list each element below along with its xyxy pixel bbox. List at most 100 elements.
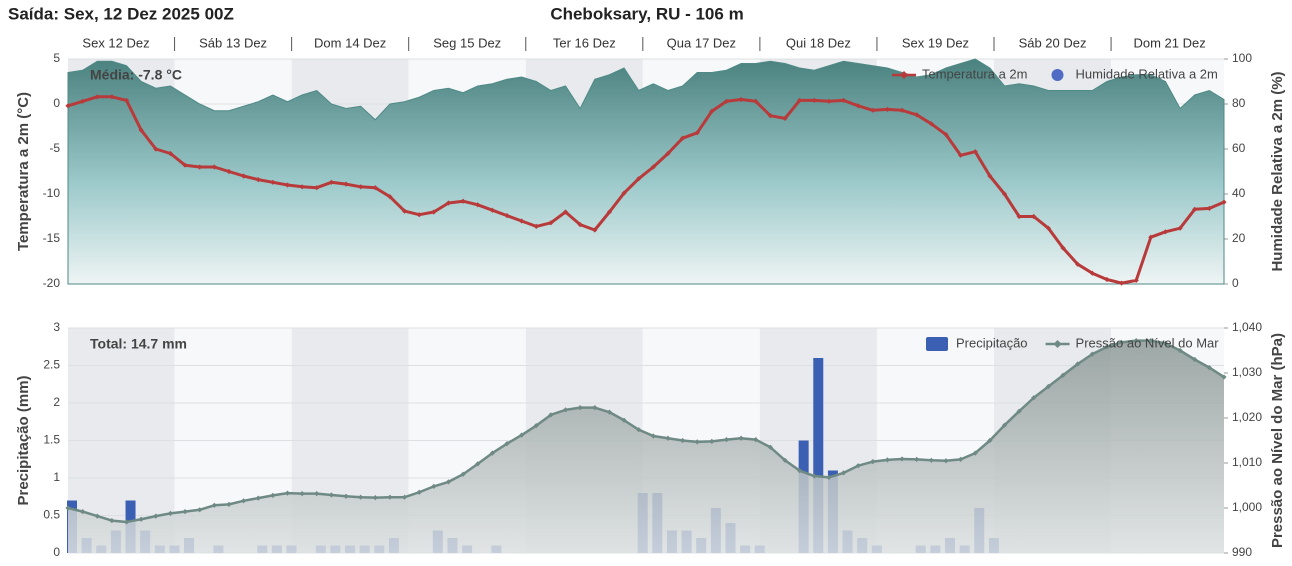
point-marker <box>592 405 598 411</box>
point-marker <box>211 502 217 508</box>
point-marker <box>211 164 217 170</box>
point-marker <box>1104 276 1110 283</box>
point-marker <box>1045 225 1052 231</box>
point-marker <box>182 162 188 168</box>
point-marker <box>475 461 481 467</box>
point-marker <box>387 494 393 500</box>
point-marker <box>1118 280 1125 286</box>
y-tick-label: 1.5 <box>43 433 60 447</box>
y-tick-label: -20 <box>43 276 61 290</box>
legend-label: Humidade Relativa a 2m <box>1076 66 1218 81</box>
point-marker <box>1177 347 1183 354</box>
y-tick-label: -15 <box>43 231 61 245</box>
point-marker <box>328 492 334 498</box>
point-marker <box>562 407 569 413</box>
point-marker <box>562 209 569 215</box>
y-axis-title: Precipitação (mm) <box>15 375 32 505</box>
point-marker <box>884 457 891 463</box>
point-marker <box>504 441 510 447</box>
point-marker <box>1089 270 1095 276</box>
point-marker <box>709 438 715 444</box>
point-marker <box>226 501 232 507</box>
series-line <box>67 339 1225 524</box>
y-tick-label: -5 <box>49 141 60 155</box>
y2-tick-label: 40 <box>1232 186 1246 200</box>
point-marker <box>445 479 452 485</box>
point-marker <box>167 150 174 157</box>
point-marker <box>723 98 730 104</box>
point-marker <box>197 507 203 513</box>
point-marker <box>109 94 115 100</box>
point-marker <box>270 179 276 185</box>
point-marker <box>343 181 349 187</box>
point-marker <box>914 112 920 118</box>
point-marker <box>519 218 525 224</box>
point-marker <box>1001 422 1008 428</box>
point-marker <box>621 417 627 423</box>
point-marker <box>431 209 437 215</box>
y2-tick-label: 1,040 <box>1232 320 1262 334</box>
point-marker <box>153 146 159 152</box>
point-marker <box>80 98 86 104</box>
point-marker <box>255 495 261 501</box>
day-label: Seg 15 Dez <box>433 35 501 50</box>
point-marker <box>987 437 993 444</box>
point-marker <box>197 164 203 170</box>
y-tick-label: 1 <box>53 470 60 484</box>
point-marker <box>167 510 174 516</box>
point-marker <box>1221 374 1227 380</box>
point-marker <box>80 509 86 515</box>
point-marker <box>255 177 261 183</box>
point-marker <box>694 130 700 136</box>
point-marker <box>650 433 656 439</box>
day-label: Dom 21 Dez <box>1133 35 1205 50</box>
point-marker <box>694 439 700 445</box>
point-marker <box>958 152 964 158</box>
point-marker <box>445 200 452 206</box>
day-label: Qua 17 Dez <box>667 35 736 50</box>
run-time: Saída: Sex, 12 Dez 2025 00Z <box>8 4 234 23</box>
point-marker <box>416 489 422 495</box>
point-marker <box>401 208 408 214</box>
point-marker <box>314 491 320 497</box>
point-marker <box>782 115 788 121</box>
point-marker <box>1001 191 1008 197</box>
legend-marker <box>1053 340 1062 348</box>
point-marker <box>109 518 115 524</box>
point-marker <box>972 149 978 155</box>
point-marker <box>416 212 422 218</box>
point-marker <box>782 457 788 463</box>
point-marker <box>1177 225 1183 231</box>
point-marker <box>533 423 539 429</box>
point-marker <box>1221 199 1227 205</box>
y-tick-label: 2 <box>53 395 60 409</box>
point-marker <box>577 405 583 411</box>
legend-label: Temperatura a 2m <box>922 66 1028 81</box>
point-marker <box>1162 229 1169 235</box>
point-marker <box>358 494 364 500</box>
point-marker <box>1133 277 1139 283</box>
point-marker <box>123 97 130 103</box>
point-marker <box>358 184 364 190</box>
point-marker <box>753 98 759 104</box>
y2-tick-label: 0 <box>1232 276 1239 290</box>
point-marker <box>738 435 744 441</box>
point-marker <box>636 427 642 433</box>
point-marker <box>94 513 100 519</box>
point-marker <box>987 173 993 179</box>
point-marker <box>811 473 817 479</box>
point-marker <box>284 490 291 496</box>
legend-marker <box>1051 69 1064 81</box>
y2-tick-label: 60 <box>1232 141 1246 155</box>
day-label: Sáb 13 Dez <box>199 35 267 50</box>
y-tick-label: 3 <box>53 320 60 334</box>
point-marker <box>1016 213 1022 220</box>
y2-tick-label: 20 <box>1232 231 1246 245</box>
point-marker <box>665 435 671 441</box>
y-tick-label: 2.5 <box>43 358 60 372</box>
y2-axis-title: Humidade Relativa a 2m (%) <box>1269 71 1286 271</box>
y2-tick-label: 80 <box>1232 96 1246 110</box>
point-marker <box>1075 261 1081 267</box>
